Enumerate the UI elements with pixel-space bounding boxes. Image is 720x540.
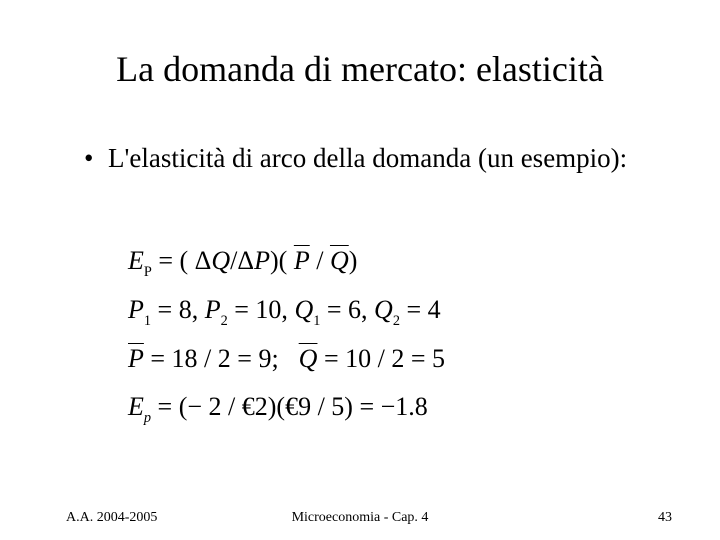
formula-line-1: EP = ( ΔQ/ΔP)( P / Q) bbox=[128, 240, 445, 283]
text: = 8, bbox=[151, 295, 205, 324]
text: = (− 2 / €2)(€9 / 5) = −1.8 bbox=[151, 392, 428, 421]
text: = ( Δ bbox=[152, 246, 212, 275]
bullet-item: • L'elasticità di arco della domanda (un… bbox=[84, 142, 644, 174]
text: = 10, bbox=[228, 295, 295, 324]
footer-center: Microeconomia - Cap. 4 bbox=[0, 510, 720, 526]
var-Pbar: P bbox=[294, 246, 310, 275]
text: /Δ bbox=[230, 246, 254, 275]
var-Qbar: Q bbox=[330, 246, 349, 275]
text: ) bbox=[349, 246, 358, 275]
var-Q2: Q bbox=[374, 295, 393, 324]
text: = 4 bbox=[400, 295, 441, 324]
sub-1: 1 bbox=[313, 313, 320, 329]
var-Qbar: Q bbox=[299, 344, 318, 373]
formula-block: EP = ( ΔQ/ΔP)( P / Q) P1 = 8, P2 = 10, Q… bbox=[128, 240, 445, 435]
formula-line-2: P1 = 8, P2 = 10, Q1 = 6, Q2 = 4 bbox=[128, 289, 445, 332]
var-E: E bbox=[128, 246, 144, 275]
sub-P: P bbox=[144, 264, 152, 280]
var-Pbar: P bbox=[128, 344, 144, 373]
sub-1: 1 bbox=[144, 313, 151, 329]
body-text: • L'elasticità di arco della domanda (un… bbox=[84, 142, 644, 174]
text: )( bbox=[270, 246, 294, 275]
var-P: P bbox=[254, 246, 270, 275]
var-P2: P bbox=[205, 295, 221, 324]
text: = 6, bbox=[320, 295, 374, 324]
var-Q: Q bbox=[211, 246, 230, 275]
sub-2: 2 bbox=[393, 313, 400, 329]
slide: La domanda di mercato: elasticità • L'el… bbox=[0, 0, 720, 540]
bullet-text: L'elasticità di arco della domanda (un e… bbox=[108, 142, 644, 174]
var-P1: P bbox=[128, 295, 144, 324]
page-number: 43 bbox=[658, 510, 672, 526]
slide-title: La domanda di mercato: elasticità bbox=[0, 48, 720, 90]
sub-2: 2 bbox=[221, 313, 228, 329]
formula-line-4: Ep = (− 2 / €2)(€9 / 5) = −1.8 bbox=[128, 386, 445, 429]
formula-line-3: P = 18 / 2 = 9; Q = 10 / 2 = 5 bbox=[128, 338, 445, 380]
bullet-marker: • bbox=[84, 142, 108, 174]
text: = 10 / 2 = 5 bbox=[317, 344, 445, 373]
sub-p: p bbox=[144, 410, 151, 426]
text: = 18 / 2 = 9; bbox=[144, 344, 279, 373]
var-Q1: Q bbox=[294, 295, 313, 324]
var-E: E bbox=[128, 392, 144, 421]
text: / bbox=[310, 246, 330, 275]
